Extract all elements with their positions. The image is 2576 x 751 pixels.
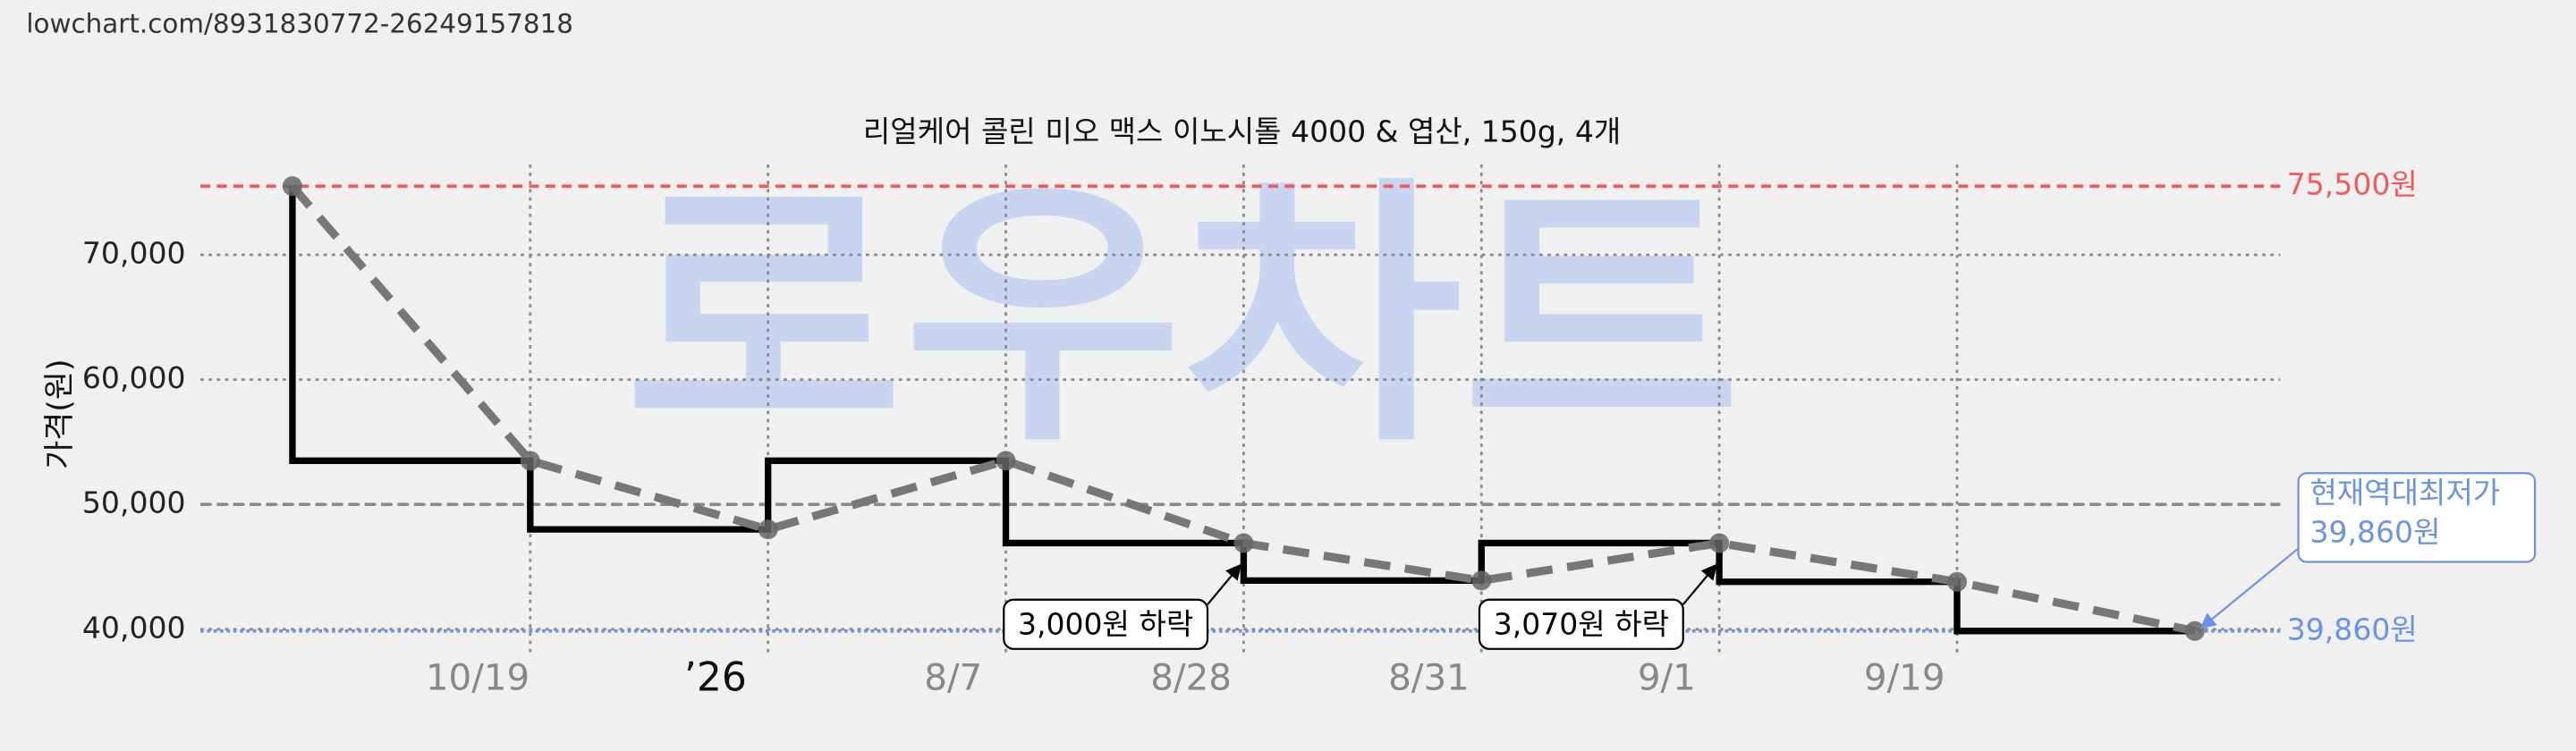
x-tick-label: 9/19 [1864,656,1945,699]
point [1946,571,1968,592]
reference-label: 75,500원 [2287,167,2418,202]
callout-arrow [2199,546,2301,629]
annotation-box [1478,598,1684,650]
page-url: lowchart.com/8931830772-26249157818 [26,8,573,38]
callout-box [2297,472,2537,563]
point [1709,533,1730,553]
x-tick-label: 10/19 [426,656,530,699]
callout-text: 현재역대최저가 [2309,476,2500,511]
x-tick-label: 8/31 [1388,656,1470,699]
point [1233,533,1254,553]
y-tick-label: 40,000 [82,610,186,645]
chart-title: 리얼케어 콜린 미오 맥스 이노시톨 4000 & 엽산, 150g, 4개 [863,114,1621,149]
annotation-text: 3,070원 하락 [1494,607,1669,642]
reference-label: 39,860원 [2287,612,2418,646]
point [1471,570,1492,591]
annotation-text: 3,000원 하락 [1018,607,1193,642]
y-axis-label: 가격(원) [42,359,78,468]
x-tick-label: 8/28 [1150,656,1232,699]
watermark: 로우차트 [624,154,1741,479]
callout-text: 39,860원 [2309,515,2440,550]
y-tick-label: 50,000 [82,485,186,520]
x-tick-label: ’26 [684,655,747,701]
annotation-arrow [1207,563,1242,605]
x-tick-label: 9/1 [1638,656,1696,699]
point [996,451,1016,471]
point [282,176,302,197]
y-tick-label: 70,000 [82,236,186,271]
point [2184,620,2205,641]
y-tick-label: 60,000 [82,360,186,395]
x-tick-label: 8/7 [924,656,982,699]
annotation-box [1003,598,1209,650]
annotation-arrow [1682,563,1717,605]
point [758,519,778,540]
point [520,451,540,471]
